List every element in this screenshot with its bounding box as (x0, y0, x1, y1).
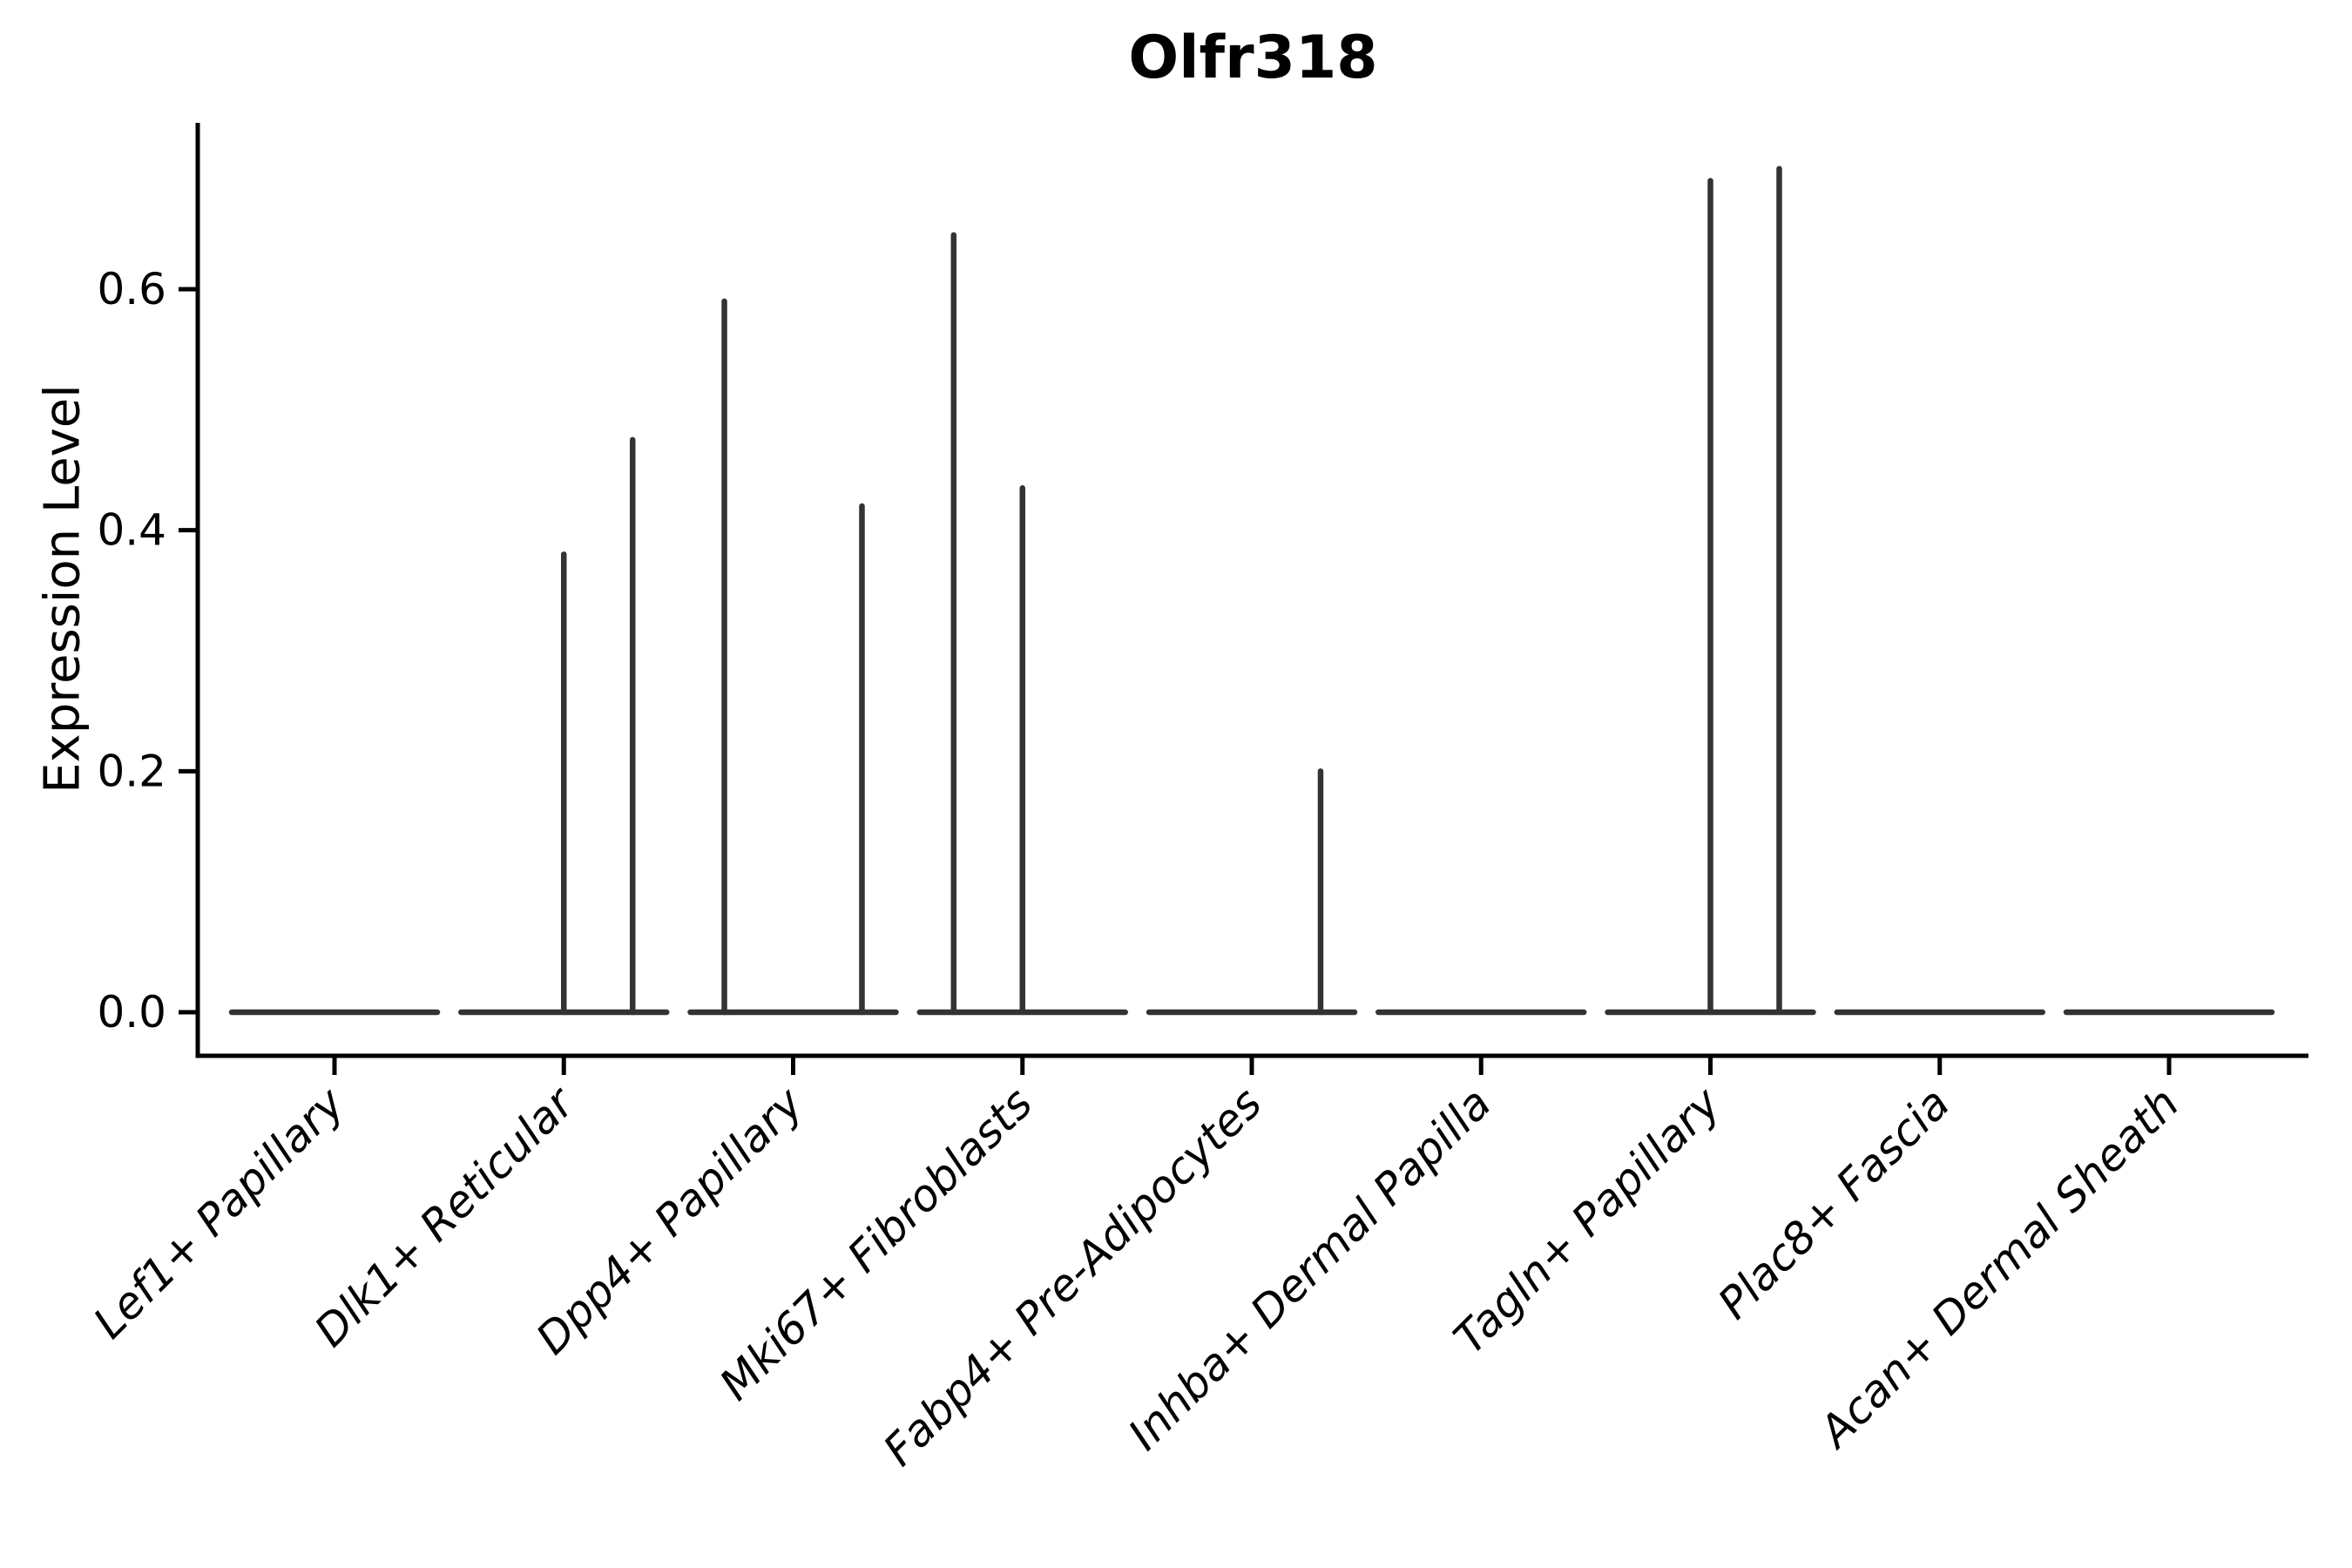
y-tick-label: 0.6 (97, 264, 166, 314)
x-tick-label: Inhba+ Dermal Papilla (1119, 1078, 1500, 1459)
chart-title: Olfr318 (1128, 24, 1378, 92)
y-tick-label: 0.2 (97, 746, 166, 796)
x-tick-label: Fabp4+ Pre-Adipocytes (874, 1078, 1272, 1476)
x-tick-label: Plac8+ Fascia (1708, 1078, 1959, 1328)
y-tick-label: 0.0 (97, 987, 166, 1037)
y-tick-label: 0.4 (97, 505, 166, 556)
x-tick-label: Lef1+ Papillary (84, 1077, 355, 1348)
x-tick-label: Acan+ Dermal Sheath (1808, 1078, 2189, 1458)
